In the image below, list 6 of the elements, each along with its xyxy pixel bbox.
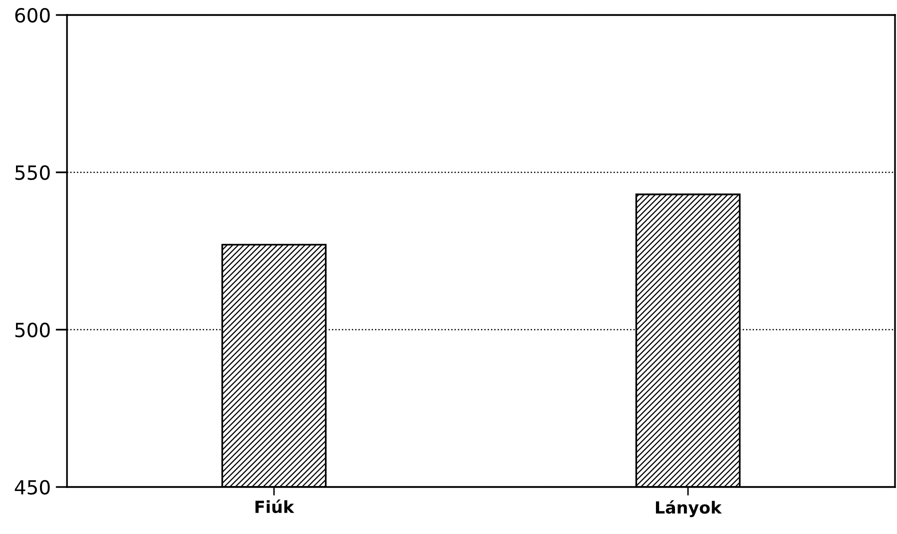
x-tick-label: Lányok xyxy=(656,500,722,518)
y-tick-label: 450 xyxy=(14,480,50,495)
x-tick-label: Fiúk xyxy=(256,500,294,514)
y-tick-label: 600 xyxy=(15,8,50,23)
y-tick-label: 500 xyxy=(15,322,50,338)
y-tick-label: 550 xyxy=(15,165,50,180)
